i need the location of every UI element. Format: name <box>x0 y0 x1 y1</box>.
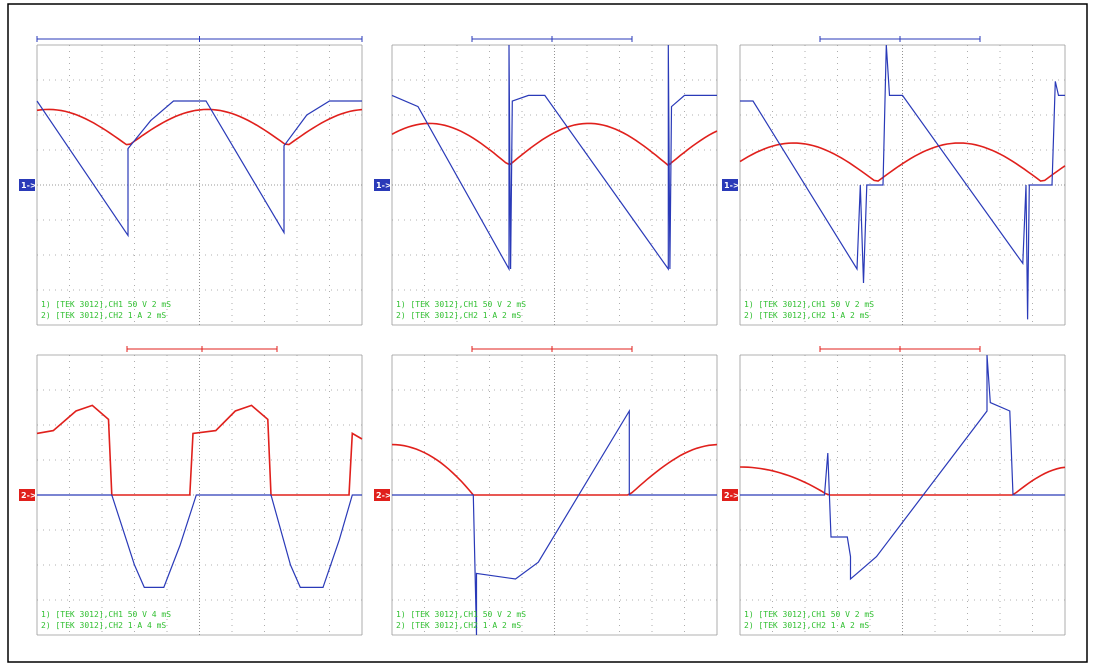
readout: 2) [TEK 3012],CH2 1 A 2 mS <box>396 621 521 630</box>
readout: 2) [TEK 3012],CH2 1 A 2 mS <box>744 311 869 320</box>
channel-marker-label: 2-> <box>376 491 392 500</box>
readout: 1) [TEK 3012],CH1 50 V 2 mS <box>396 610 526 619</box>
readout: 2) [TEK 3012],CH2 1 A 4 mS <box>41 621 166 630</box>
figure: 1-> 1) [TEK 3012],CH1 50 V 2 mS 2) [TEK 30… <box>0 0 1097 669</box>
channel-marker-label: 1-> <box>21 181 37 190</box>
readout: 1) [TEK 3012],CH1 50 V 2 mS <box>744 610 874 619</box>
readout: 1) [TEK 3012],CH1 50 V 2 mS <box>744 300 874 309</box>
readout: 2) [TEK 3012],CH2 1 A 2 mS <box>396 311 521 320</box>
readout: 1) [TEK 3012],CH1 50 V 2 mS <box>41 300 171 309</box>
readout: 1) [TEK 3012],CH1 50 V 2 mS <box>396 300 526 309</box>
readout: 1) [TEK 3012],CH1 50 V 4 mS <box>41 610 171 619</box>
readout: 2) [TEK 3012],CH2 1 A 2 mS <box>41 311 166 320</box>
channel-marker-label: 1-> <box>376 181 392 190</box>
frame <box>8 4 1087 662</box>
channel-marker-label: 2-> <box>724 491 740 500</box>
readout: 2) [TEK 3012],CH2 1 A 2 mS <box>744 621 869 630</box>
channel-marker-label: 1-> <box>724 181 740 190</box>
channel-marker-label: 2-> <box>21 491 37 500</box>
